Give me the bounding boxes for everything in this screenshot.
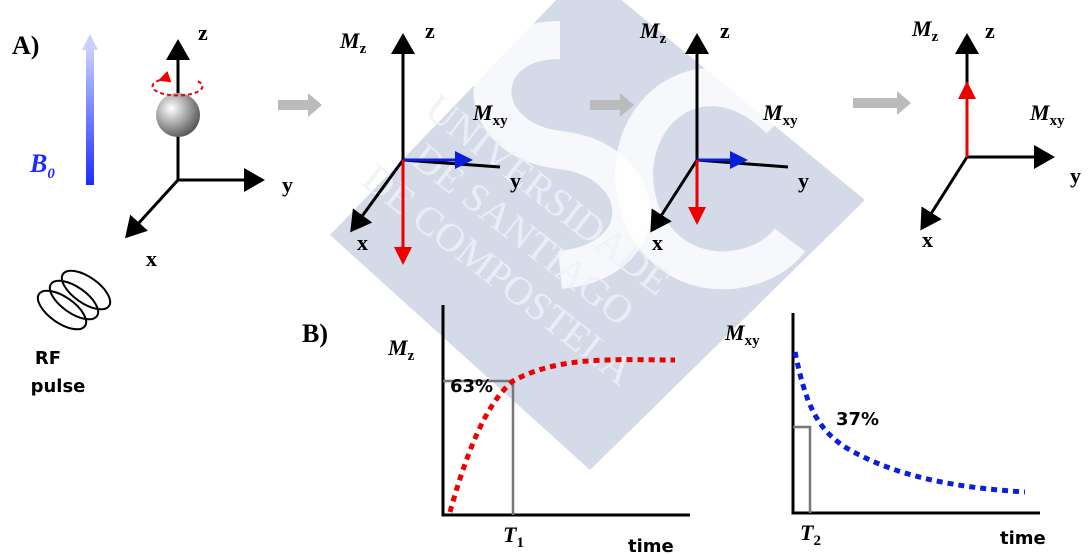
axis-label: z (425, 18, 435, 43)
x-axis-label: time (1000, 528, 1046, 549)
axis-label: y (798, 168, 809, 193)
figure: UNIVERSIDADE DE SANTIAGO DE COMPOSTELA A… (0, 0, 1089, 554)
frame: Mz z Mxy y x (911, 16, 1081, 252)
label-part: B (29, 149, 47, 178)
axis-label: x (357, 230, 368, 255)
label-part: M (724, 320, 746, 345)
mz-label: Mz (911, 16, 939, 45)
label-part: M (472, 100, 494, 125)
axis-label: y (282, 172, 293, 197)
axis-label: x (652, 230, 663, 255)
rf-coil (32, 263, 117, 336)
time-constant: T1 (503, 522, 524, 551)
mxy-label: Mxy (1029, 100, 1065, 129)
label-part: z (932, 29, 939, 45)
label-part: M (1029, 100, 1051, 125)
axis-label: z (985, 18, 995, 43)
y-axis-label: Mz (387, 335, 415, 364)
panel-label: A) (12, 31, 39, 60)
field-arrow-head (82, 34, 98, 50)
label-part: 2 (813, 533, 821, 549)
rf-label: RF (35, 348, 61, 369)
label-part: M (639, 18, 661, 43)
field-label: B0 (29, 149, 55, 182)
label-part: xy (1050, 113, 1066, 129)
label-part: 1 (516, 535, 524, 551)
label-part: M (387, 335, 409, 360)
t2-graph: Mxy 37% T2 time (724, 313, 1046, 549)
axis-label: y (1070, 163, 1081, 188)
watermark: UNIVERSIDADE DE SANTIAGO DE COMPOSTELA (330, 0, 865, 470)
time-constant: T2 (800, 520, 821, 549)
label-part: xy (783, 113, 799, 129)
rf-label: pulse (31, 376, 86, 397)
axis-label: x (146, 246, 157, 271)
mxy-label: Mxy (762, 100, 798, 129)
panel-label: B) (302, 319, 328, 348)
label-part: xy (493, 113, 509, 129)
label-part: M (339, 28, 361, 53)
level-label: 63% (450, 376, 493, 397)
label-part: z (360, 41, 367, 57)
axis-label: x (922, 227, 933, 252)
label-part: 0 (47, 166, 55, 182)
label-part: xy (745, 333, 761, 349)
axis-label: z (198, 20, 208, 45)
label-part: z (408, 348, 415, 364)
mz-label: Mz (639, 18, 667, 47)
axis-label: z (720, 18, 730, 43)
label-part: z (660, 31, 667, 47)
y-axis-label: Mxy (724, 320, 760, 349)
level-label: 37% (836, 409, 879, 430)
field-arrow (86, 48, 94, 185)
frame: z y x (127, 20, 293, 271)
label-part: M (911, 16, 933, 41)
mz-label: Mz (339, 28, 367, 57)
x-axis-label: time (628, 536, 674, 554)
label-part: M (762, 100, 784, 125)
axis-label: y (510, 168, 521, 193)
spin (156, 93, 200, 137)
